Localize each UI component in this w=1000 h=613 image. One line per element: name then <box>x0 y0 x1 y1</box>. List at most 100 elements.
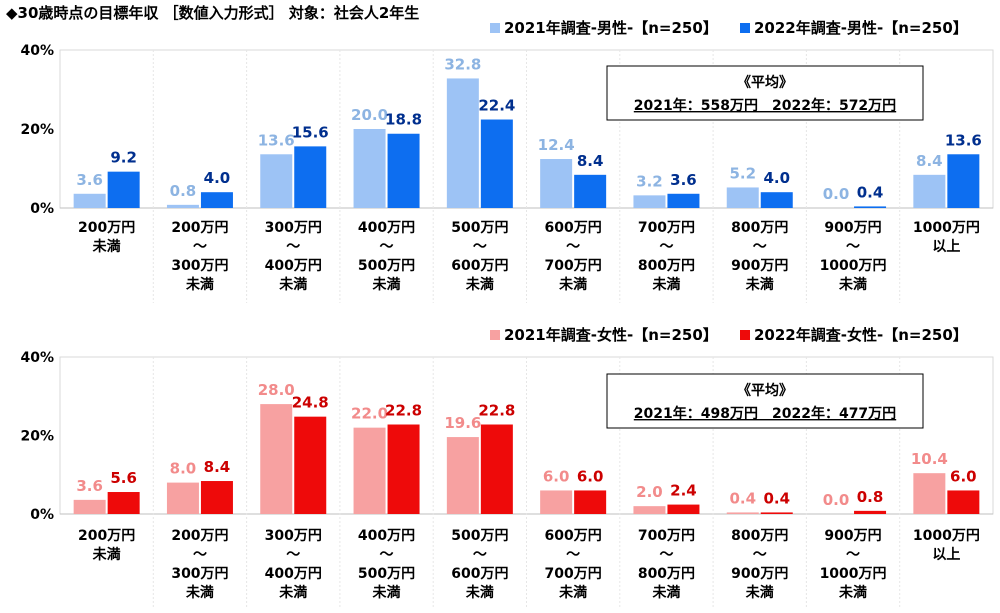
data-label-series2-5: 22.4 <box>478 97 515 115</box>
bar-series2-5 <box>480 119 513 208</box>
category-label-line: 400万円 <box>358 220 415 236</box>
category-label-line: 800万円 <box>731 220 788 236</box>
bar-series2-9 <box>854 206 887 208</box>
category-label-line: 未満 <box>466 584 494 601</box>
category-label-line: 未満 <box>93 238 121 255</box>
legend-swatch-1 <box>490 23 500 33</box>
category-label: 200万円未満 <box>78 528 135 563</box>
y-tick-label: 40% <box>20 350 54 366</box>
bar-series2-8 <box>760 512 793 514</box>
average-heading: 《平均》 <box>737 382 793 399</box>
data-label-series2-2: 4.0 <box>204 169 231 187</box>
bar-series2-1 <box>107 171 140 208</box>
data-label-series2-5: 22.8 <box>478 402 515 420</box>
data-label-series2-7: 3.6 <box>670 171 697 189</box>
bar-series2-7 <box>667 504 700 514</box>
category-label: 1000万円以上 <box>913 528 980 563</box>
data-label-series2-9: 0.8 <box>857 488 884 506</box>
category-label-line: 900万円 <box>731 566 788 582</box>
data-label-series1-2: 0.8 <box>170 182 197 200</box>
average-values: 2021年：498万円 2022年：477万円 <box>634 405 896 422</box>
data-label-series1-5: 19.6 <box>444 414 481 432</box>
category-label: 700万円 ～ 800万円未満 <box>638 528 695 601</box>
category-label-line: 1000万円 <box>820 258 887 274</box>
data-label-series2-10: 13.6 <box>945 131 982 149</box>
category-label-line: 600万円 <box>451 258 508 274</box>
bar-series2-3 <box>294 416 327 514</box>
category-label: 800万円 ～ 900万円未満 <box>731 528 788 601</box>
category-label-line: 700万円 <box>638 528 695 544</box>
category-label: 700万円 ～ 800万円未満 <box>638 220 695 293</box>
data-label-series2-1: 5.6 <box>110 469 137 487</box>
data-label-series1-8: 0.4 <box>729 489 756 507</box>
average-box <box>606 65 924 121</box>
y-tick-label: 40% <box>20 43 54 59</box>
category-label-line: ～ <box>380 239 394 255</box>
bar-series1-1 <box>73 499 106 514</box>
data-label-series1-3: 28.0 <box>258 381 295 399</box>
category-label-line: 500万円 <box>451 528 508 544</box>
legend-label-2: 2022年調査-男性-【n=250】 <box>754 19 968 37</box>
data-label-series2-8: 0.4 <box>763 489 790 507</box>
category-label-line: ～ <box>659 547 673 563</box>
data-label-series1-10: 10.4 <box>911 450 948 468</box>
data-label-series1-4: 22.0 <box>351 405 388 423</box>
category-label-line: 500万円 <box>358 566 415 582</box>
category-label-line: 500万円 <box>358 258 415 274</box>
category-label-line: 未満 <box>746 276 774 293</box>
data-label-series2-4: 22.8 <box>385 402 422 420</box>
y-tick-label: 20% <box>20 429 54 445</box>
category-label: 400万円 ～ 500万円未満 <box>358 528 415 601</box>
data-label-series1-1: 3.6 <box>76 477 103 495</box>
average-values: 2021年：558万円 2022年：572万円 <box>634 97 896 114</box>
category-label-line: 400万円 <box>265 258 322 274</box>
data-label-series2-8: 4.0 <box>763 169 790 187</box>
data-label-series1-4: 20.0 <box>351 106 388 124</box>
category-label-line: ～ <box>193 547 207 563</box>
category-label-line: ～ <box>846 547 860 563</box>
category-label-line: 300万円 <box>171 566 228 582</box>
data-label-series1-6: 6.0 <box>543 467 570 485</box>
bar-series1-7 <box>633 195 666 208</box>
data-label-series1-6: 12.4 <box>538 136 575 154</box>
data-label-series2-6: 8.4 <box>577 152 604 170</box>
data-label-series1-1: 3.6 <box>76 171 103 189</box>
category-label: 600万円 ～ 700万円未満 <box>545 220 602 293</box>
category-label-line: 300万円 <box>171 258 228 274</box>
category-label-line: 400万円 <box>265 566 322 582</box>
category-label: 300万円 ～ 400万円未満 <box>265 220 322 293</box>
data-label-series1-9: 0.0 <box>823 491 850 509</box>
legend-label-1: 2021年調査-男性-【n=250】 <box>504 19 718 37</box>
category-label-line: 未満 <box>652 584 680 601</box>
category-label-line: 900万円 <box>824 528 881 544</box>
category-label-line: 800万円 <box>638 258 695 274</box>
category-label-line: 未満 <box>559 584 587 601</box>
category-label-line: 700万円 <box>638 220 695 236</box>
bar-series2-10 <box>947 154 980 208</box>
category-label: 300万円 ～ 400万円未満 <box>265 528 322 601</box>
category-label-line: 500万円 <box>451 220 508 236</box>
data-label-series2-4: 18.8 <box>385 111 422 129</box>
data-label-series2-7: 2.4 <box>670 482 697 500</box>
data-label-series2-10: 6.0 <box>950 467 977 485</box>
category-label-line: 1000万円 <box>913 528 980 544</box>
category-label-line: 900万円 <box>731 258 788 274</box>
category-label-line: 200万円 <box>78 220 135 236</box>
legend-label-2: 2022年調査-女性-【n=250】 <box>754 326 968 344</box>
category-label-line: 800万円 <box>638 566 695 582</box>
data-label-series1-2: 8.0 <box>170 460 197 478</box>
data-label-series1-5: 32.8 <box>444 55 481 73</box>
bar-series1-8 <box>726 512 759 514</box>
category-label-line: 600万円 <box>545 220 602 236</box>
data-label-series1-7: 3.2 <box>636 172 663 190</box>
y-tick-label: 0% <box>30 507 54 523</box>
bar-series1-10 <box>913 473 946 514</box>
category-label-line: ～ <box>380 547 394 563</box>
category-label-line: 未満 <box>746 584 774 601</box>
category-label-line: 未満 <box>559 276 587 293</box>
category-label-line: 200万円 <box>78 528 135 544</box>
category-label-line: 200万円 <box>171 220 228 236</box>
category-label: 600万円 ～ 700万円未満 <box>545 528 602 601</box>
category-label-line: 300万円 <box>265 528 322 544</box>
